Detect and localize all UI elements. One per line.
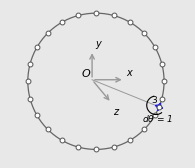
Text: 3: 3 bbox=[151, 96, 157, 105]
Text: O: O bbox=[81, 69, 90, 79]
Text: z: z bbox=[113, 107, 118, 117]
Text: y: y bbox=[95, 39, 101, 49]
Text: $d\theta$ = 1: $d\theta$ = 1 bbox=[142, 113, 173, 124]
Text: x: x bbox=[126, 68, 132, 78]
